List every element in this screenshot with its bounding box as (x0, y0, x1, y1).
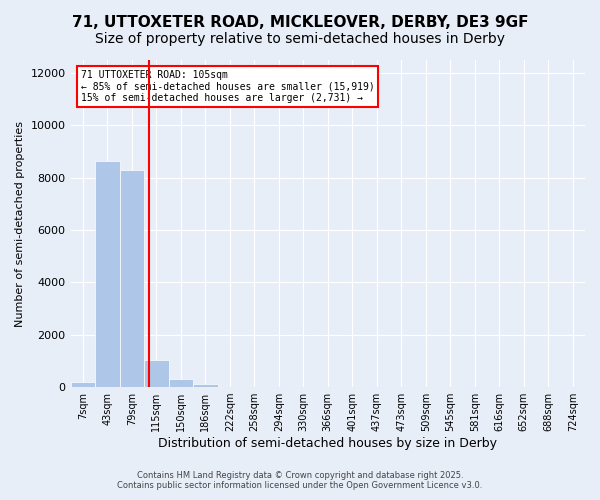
Bar (193, 384, 218, 387)
Bar (95, 160, 119, 387)
Text: Size of property relative to semi-detached houses in Derby: Size of property relative to semi-detach… (95, 32, 505, 46)
Bar (169, 379, 193, 387)
Bar (119, 170, 144, 387)
X-axis label: Distribution of semi-detached houses by size in Derby: Distribution of semi-detached houses by … (158, 437, 497, 450)
Bar (71, 382, 95, 387)
Y-axis label: Number of semi-detached properties: Number of semi-detached properties (15, 120, 25, 326)
Text: 71 UTTOXETER ROAD: 105sqm
← 85% of semi-detached houses are smaller (15,919)
15%: 71 UTTOXETER ROAD: 105sqm ← 85% of semi-… (81, 70, 374, 103)
Text: 71, UTTOXETER ROAD, MICKLEOVER, DERBY, DE3 9GF: 71, UTTOXETER ROAD, MICKLEOVER, DERBY, D… (72, 15, 528, 30)
Bar (144, 360, 169, 387)
Text: Contains HM Land Registry data © Crown copyright and database right 2025.
Contai: Contains HM Land Registry data © Crown c… (118, 470, 482, 490)
